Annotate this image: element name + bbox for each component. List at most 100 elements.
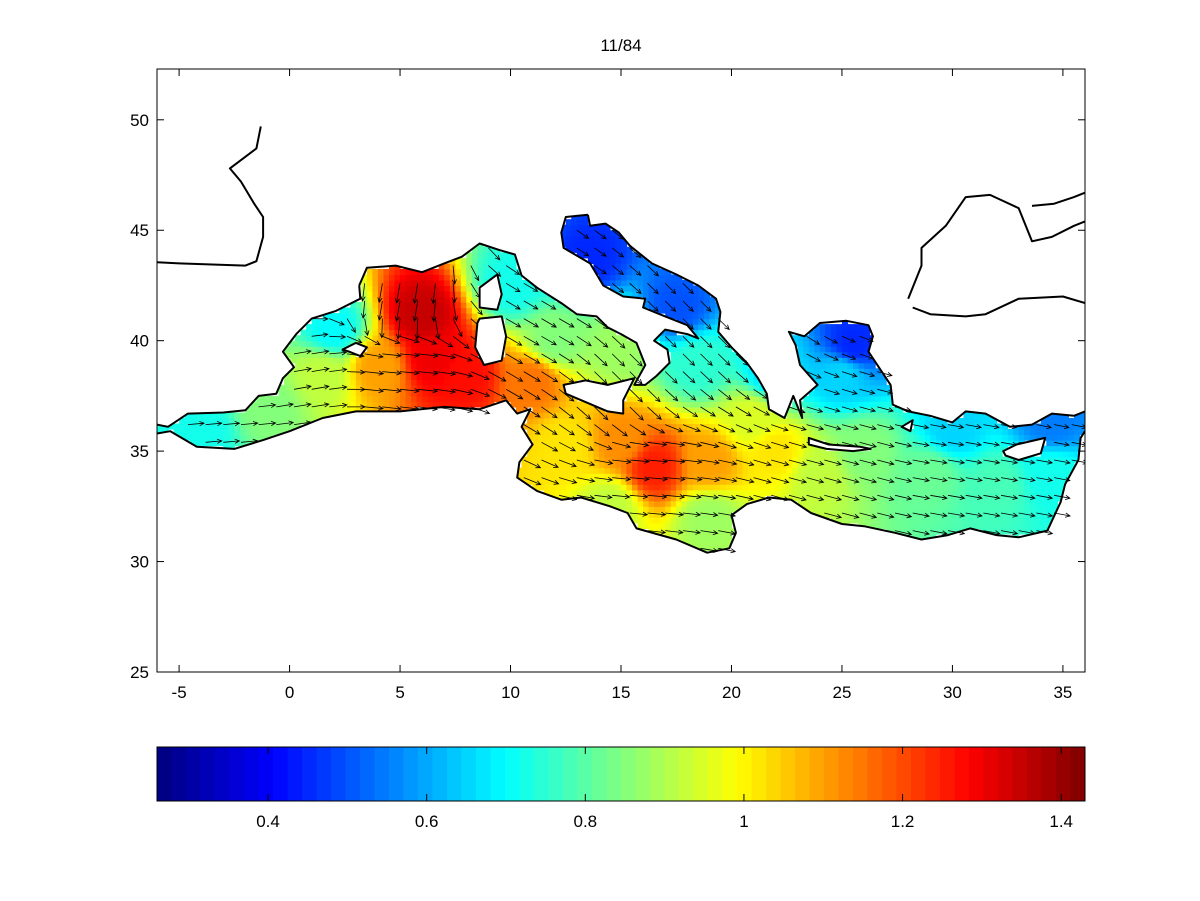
speed-cell [416, 324, 423, 331]
speed-cell [250, 412, 257, 419]
speed-cell [300, 390, 307, 397]
speed-cell [853, 467, 860, 474]
speed-cell [709, 357, 716, 364]
speed-cell [344, 340, 351, 347]
speed-cell [543, 478, 550, 485]
speed-cell [460, 257, 467, 264]
speed-cell [819, 434, 826, 441]
speed-cell [902, 418, 909, 425]
speed-cell [598, 423, 605, 430]
speed-cell [714, 545, 721, 552]
speed-cell [228, 418, 235, 425]
speed-cell [438, 313, 445, 320]
wind-arrow [753, 424, 771, 432]
speed-cell [1051, 489, 1058, 496]
speed-cell [228, 412, 235, 419]
island [474, 315, 508, 366]
speed-cell [587, 478, 594, 485]
wind-arrow [824, 494, 843, 502]
speed-cell [825, 346, 832, 353]
speed-cell [753, 489, 760, 496]
speed-cell [880, 522, 887, 529]
speed-cell [985, 423, 992, 430]
speed-cell [847, 429, 854, 436]
speed-cell [361, 351, 368, 358]
wind-arrow [451, 265, 457, 285]
speed-cell [604, 340, 611, 347]
speed-cell [681, 528, 688, 535]
speed-cell [549, 362, 556, 369]
speed-cell [869, 368, 876, 375]
speed-cell [880, 484, 887, 491]
speed-cell [930, 423, 937, 430]
speed-cell [1057, 484, 1064, 491]
speed-cell [615, 484, 622, 491]
speed-cell [659, 302, 666, 309]
speed-cell [687, 506, 694, 513]
speed-cell [527, 296, 534, 303]
speed-cell [582, 434, 589, 441]
speed-cell [648, 506, 655, 513]
speed-cell [891, 506, 898, 513]
speed-cell [422, 291, 429, 298]
speed-cell [295, 423, 302, 430]
speed-cell [891, 517, 898, 524]
wind-arrow [453, 388, 474, 396]
speed-cell [1057, 445, 1064, 452]
speed-cell [643, 445, 650, 452]
speed-cell [366, 401, 373, 408]
speed-cell [394, 324, 401, 331]
speed-cell [615, 429, 622, 436]
speed-cell [554, 302, 561, 309]
speed-cell [582, 473, 589, 480]
speed-cell [869, 489, 876, 496]
speed-cell [505, 329, 512, 336]
speed-cell [1029, 484, 1036, 491]
speed-cell [527, 379, 534, 386]
speed-cell [598, 451, 605, 458]
speed-cell [842, 478, 849, 485]
speed-cell [157, 423, 164, 430]
speed-cell [764, 418, 771, 425]
speed-cell [460, 373, 467, 380]
speed-cell [792, 406, 799, 413]
speed-cell [864, 362, 871, 369]
speed-cell [714, 313, 721, 320]
speed-cell [709, 522, 716, 529]
speed-cell [438, 335, 445, 342]
speed-cell [714, 489, 721, 496]
speed-cell [405, 357, 412, 364]
speed-cell [897, 467, 904, 474]
speed-cell [527, 324, 534, 331]
speed-cell [797, 473, 804, 480]
speed-cell [587, 318, 594, 325]
speed-cell [764, 412, 771, 419]
speed-cell [781, 445, 788, 452]
speed-cell [853, 412, 860, 419]
speed-cell [687, 511, 694, 518]
speed-cell [206, 434, 213, 441]
speed-cell [366, 307, 373, 314]
speed-cell [963, 412, 970, 419]
speed-cell [610, 230, 617, 237]
speed-cell [306, 418, 313, 425]
wind-arrow [664, 300, 677, 312]
speed-cell [350, 313, 357, 320]
speed-cell [687, 478, 694, 485]
speed-cell [814, 489, 821, 496]
speed-cell [499, 252, 506, 259]
speed-cell [847, 406, 854, 413]
speed-cell [593, 451, 600, 458]
speed-cell [991, 473, 998, 480]
speed-cell [416, 384, 423, 391]
speed-cell [670, 329, 677, 336]
speed-cell [637, 263, 644, 270]
speed-cell [974, 467, 981, 474]
speed-cell [510, 384, 517, 391]
speed-cell [803, 429, 810, 436]
speed-cell [576, 351, 583, 358]
speed-cell [411, 268, 418, 275]
speed-cell [416, 285, 423, 292]
speed-cell [1013, 484, 1020, 491]
speed-cell [643, 522, 650, 529]
